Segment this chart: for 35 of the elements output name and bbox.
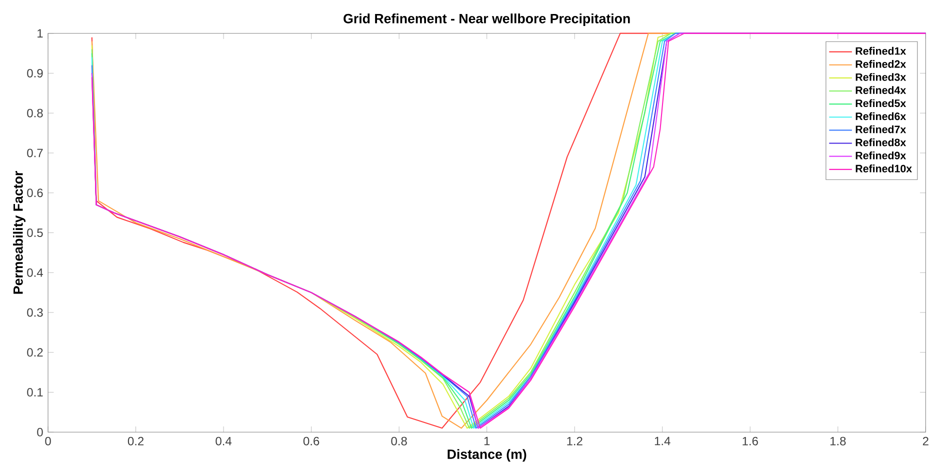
legend-label: Refined2x	[856, 60, 906, 68]
x-tick-label: 1.4	[654, 436, 670, 445]
legend-label: Refined9x	[856, 151, 906, 160]
y-tick-label: 1	[38, 28, 43, 38]
x-tick-label: 0.8	[391, 436, 407, 446]
legend-label: Refined1x	[856, 46, 906, 55]
y-tick-label: 0	[37, 428, 43, 436]
y-tick-label: 0.1	[27, 388, 43, 396]
legend-label: Refined10x	[856, 164, 912, 172]
x-tick-label: 0.2	[128, 436, 144, 446]
y-tick-label: 0.3	[27, 308, 43, 317]
y-tick-label: 0.9	[27, 68, 43, 78]
x-tick-label: 0.6	[303, 436, 320, 446]
y-tick-label: 0.7	[27, 148, 43, 157]
legend-label: Refined6x	[856, 112, 906, 120]
y-tick-label: 0.2	[27, 348, 43, 356]
x-tick-label: 1	[484, 436, 490, 445]
x-tick-label: 1.8	[830, 436, 846, 446]
legend-label: Refined4x	[856, 86, 906, 94]
x-tick-label: 0	[45, 436, 51, 446]
legend-label: Refined5x	[856, 98, 906, 107]
y-tick-label: 0.4	[27, 268, 43, 277]
legend-label: Refined8x	[856, 138, 906, 146]
x-tick-label: 1.2	[567, 436, 582, 445]
y-axis-title: Permeability Factor	[13, 170, 26, 294]
x-axis-title: Distance (m)	[448, 448, 526, 462]
x-tick-label: 1.6	[742, 436, 758, 446]
y-tick-label: 0.5	[27, 228, 43, 237]
legend-label: Refined3x	[856, 72, 906, 81]
y-tick-label: 0.8	[27, 108, 43, 118]
x-tick-label: 0.4	[216, 436, 232, 446]
chart-title: Grid Refinement - Near wellbore Precipitation	[344, 13, 630, 26]
y-tick-label: 0.6	[27, 188, 43, 197]
x-tick-label: 2	[922, 436, 928, 445]
legend-label: Refined7x	[856, 125, 906, 133]
